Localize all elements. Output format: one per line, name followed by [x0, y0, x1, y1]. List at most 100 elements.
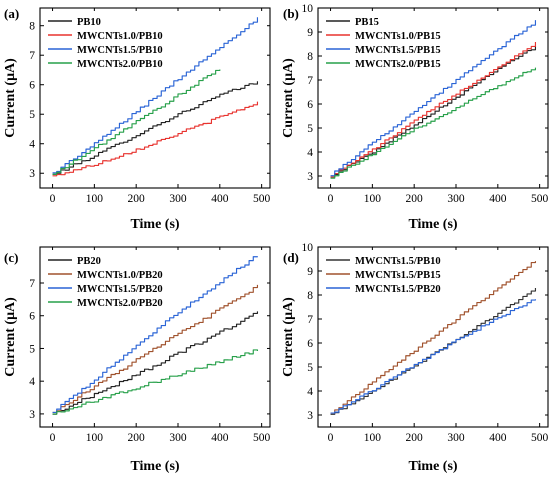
- y-tick-label-d: 4: [307, 386, 313, 398]
- x-tick-label-c: 500: [253, 432, 271, 444]
- y-tick-label-c: 5: [29, 343, 35, 355]
- y-tick-label-c: 6: [29, 311, 35, 323]
- y-tick-label-a: 8: [29, 21, 35, 33]
- series-line-d-2: [330, 261, 537, 414]
- y-tick-label-a: 3: [29, 168, 35, 180]
- x-tick-label-a: 0: [50, 193, 56, 205]
- chart-panel-b: (b) 0 100 200 300 400 500 3 4 5 6 7 8 9 10 Time (s) Curr…: [281, 3, 549, 232]
- x-axis-label-d: Time (s): [408, 459, 457, 474]
- legend-label-a-3: MWCNTs1.5/PB10: [77, 45, 163, 56]
- x-tick-label-d: 500: [531, 432, 549, 444]
- x-tick-label-c: 400: [211, 432, 229, 444]
- series-line-a-1: [52, 81, 259, 175]
- x-tick-label-d: 400: [489, 432, 507, 444]
- series-line-a-2: [52, 101, 259, 177]
- y-tick-label-d: 3: [307, 410, 313, 422]
- series-line-a-4: [52, 69, 221, 175]
- x-tick-label-a: 100: [86, 193, 104, 205]
- legend-label-d-2: MWCNTs1.5/PB15: [355, 270, 441, 281]
- y-tick-label-b: 3: [307, 171, 313, 183]
- legend-label-b-4: MWCNTs2.0/PB15: [355, 59, 441, 70]
- series-line-a-3: [52, 17, 259, 174]
- x-tick-label-a: 200: [128, 193, 146, 205]
- plot-area-a: [52, 17, 259, 177]
- chart-panel-d: (d) 0 100 200 300 400 500 3 4 5 6 7 8 9 10 Time (s) Curr…: [281, 242, 549, 474]
- x-tick-label-c: 0: [50, 432, 56, 444]
- y-tick-label-d: 9: [307, 266, 313, 278]
- y-tick-label-b: 6: [307, 99, 313, 111]
- y-axis-label-d: Current (μA): [281, 297, 296, 377]
- y-tick-label-b: 10: [302, 3, 314, 15]
- series-line-d-3: [330, 299, 537, 414]
- legend-label-c-1: PB20: [77, 256, 101, 267]
- y-tick-label-d: 7: [307, 314, 313, 326]
- y-axis-label-a: Current (μA): [3, 58, 18, 138]
- x-tick-label-a: 500: [253, 193, 271, 205]
- axes-frame-c: [39, 246, 271, 428]
- x-tick-label-b: 300: [447, 193, 465, 205]
- x-tick-label-b: 400: [489, 193, 507, 205]
- x-tick-label-d: 100: [364, 432, 382, 444]
- y-tick-label-b: 5: [307, 123, 313, 135]
- y-tick-label-a: 7: [29, 50, 35, 62]
- legend-label-a-1: PB10: [77, 17, 101, 28]
- y-tick-label-b: 4: [307, 147, 313, 159]
- legend-label-a-4: MWCNTs2.0/PB10: [77, 59, 163, 70]
- legend-label-b-2: MWCNTs1.0/PB15: [355, 31, 441, 42]
- legend-label-c-3: MWCNTs1.5/PB20: [77, 284, 163, 295]
- series-line-b-4: [330, 67, 537, 179]
- legend-b: PB15 MWCNTs1.0/PB15 MWCNTs1.5/PB15 MWCNTs2.…: [326, 17, 441, 70]
- legend-label-d-3: MWCNTs1.5/PB20: [355, 284, 441, 295]
- series-line-c-3: [52, 256, 259, 414]
- y-tick-label-b: 9: [307, 27, 313, 39]
- series-line-c-2: [52, 284, 259, 414]
- x-tick-label-a: 400: [211, 193, 229, 205]
- x-tick-label-b: 200: [406, 193, 424, 205]
- x-tick-label-d: 200: [406, 432, 424, 444]
- panel-label-b: (b): [283, 6, 299, 21]
- panel-label-a: (a): [4, 6, 19, 21]
- panel-label-d: (d): [283, 250, 299, 265]
- legend-label-c-2: MWCNTs1.0/PB20: [77, 270, 163, 281]
- x-tick-label-b: 500: [531, 193, 549, 205]
- y-tick-label-c: 3: [29, 409, 35, 421]
- legend-label-b-1: PB15: [355, 17, 379, 28]
- x-tick-label-c: 300: [169, 432, 187, 444]
- y-axis-label-b: Current (μA): [281, 58, 296, 138]
- y-axis-label-c: Current (μA): [3, 297, 18, 377]
- y-tick-label-b: 8: [307, 51, 313, 63]
- series-line-b-3: [330, 20, 537, 177]
- y-tick-label-d: 5: [307, 362, 313, 374]
- y-tick-label-a: 6: [29, 80, 35, 92]
- y-tick-label-a: 4: [29, 139, 35, 151]
- series-line-d-1: [330, 287, 537, 415]
- x-tick-label-d: 0: [328, 432, 334, 444]
- axes-frame-d: [317, 246, 549, 428]
- panel-label-c: (c): [4, 250, 18, 265]
- plot-area-d: [330, 261, 537, 415]
- x-axis-label-c: Time (s): [130, 459, 179, 474]
- x-tick-label-c: 100: [86, 432, 104, 444]
- x-tick-label-b: 100: [364, 193, 382, 205]
- legend-label-c-4: MWCNTs2.0/PB20: [77, 298, 163, 309]
- y-tick-label-a: 5: [29, 109, 35, 121]
- legend-a: PB10 MWCNTs1.0/PB10 MWCNTs1.5/PB10 MWCNTs2.…: [48, 17, 163, 70]
- x-tick-label-c: 200: [128, 432, 146, 444]
- x-tick-label-d: 300: [447, 432, 465, 444]
- y-tick-label-d: 6: [307, 338, 313, 350]
- plot-area-b: [330, 20, 537, 179]
- x-axis-label-a: Time (s): [130, 217, 179, 232]
- chart-panel-c: (c) 0 100 200 300 400 500 3 4 5 6 7 Time (s) Current …: [3, 246, 271, 474]
- plot-area-c: [52, 256, 259, 415]
- x-tick-label-a: 300: [169, 193, 187, 205]
- legend-label-a-2: MWCNTs1.0/PB10: [77, 31, 163, 42]
- legend-c: PB20 MWCNTs1.0/PB20 MWCNTs1.5/PB20 MWCNTs2.…: [48, 256, 163, 309]
- y-tick-label-d: 8: [307, 290, 313, 302]
- axes-frame-b: [317, 7, 549, 189]
- chart-panel-a: (a) 0 100 200 300 400 500 3 4 5 6 7 8 Time (s) Current…: [3, 6, 271, 232]
- series-line-c-4: [52, 349, 259, 415]
- y-tick-label-d: 10: [302, 242, 314, 254]
- legend-d: MWCNTs1.5/PB10 MWCNTs1.5/PB15 MWCNTs1.5/PB…: [326, 256, 441, 295]
- legend-label-d-1: MWCNTs1.5/PB10: [355, 256, 441, 267]
